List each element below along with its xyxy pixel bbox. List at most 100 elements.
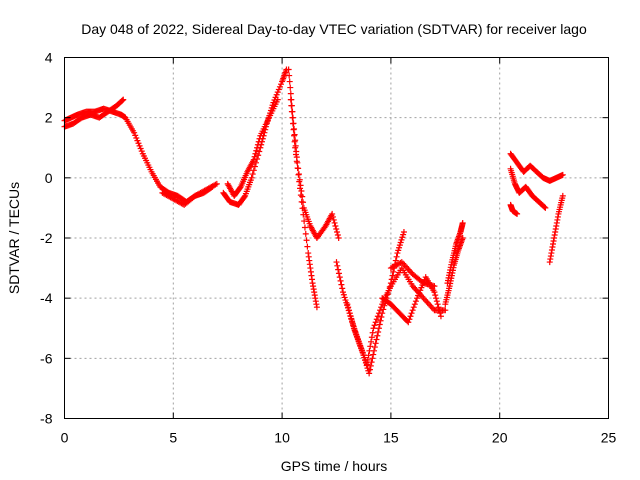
data-point — [299, 205, 306, 212]
data-point — [250, 156, 257, 163]
series-s8 — [333, 228, 407, 377]
x-tick-label: 20 — [492, 430, 508, 446]
data-point — [278, 81, 285, 88]
data-point — [274, 89, 281, 96]
y-tick-label: -8 — [40, 411, 53, 427]
data-point — [335, 270, 342, 277]
data-point — [292, 151, 299, 158]
data-point — [432, 292, 439, 299]
data-point — [132, 132, 139, 139]
data-point — [395, 247, 402, 254]
series-s5 — [224, 96, 281, 199]
data-point — [297, 192, 304, 199]
data-point — [253, 147, 260, 154]
data-point — [400, 228, 407, 235]
data-point — [251, 163, 258, 170]
data-point — [288, 102, 295, 109]
data-point — [256, 148, 263, 155]
data-point — [287, 90, 294, 97]
series-s16 — [507, 201, 521, 217]
data-point — [370, 351, 377, 358]
data-point — [292, 144, 299, 151]
data-point — [342, 297, 349, 304]
data-point — [332, 222, 339, 229]
data-point — [514, 210, 521, 217]
data-point — [435, 304, 442, 311]
data-point — [286, 78, 293, 85]
x-tick-label: 0 — [61, 430, 69, 446]
data-point — [396, 242, 403, 249]
data-point — [336, 274, 343, 281]
data-point — [437, 310, 444, 317]
x-axis-label: GPS time / hours — [281, 458, 388, 474]
data-point — [340, 291, 347, 298]
data-point — [373, 336, 380, 343]
data-point — [350, 322, 357, 329]
data-point — [348, 316, 355, 323]
data-point — [372, 340, 379, 347]
data-point — [559, 171, 566, 178]
data-point — [405, 319, 412, 326]
data-point — [367, 343, 374, 350]
data-point — [372, 319, 379, 326]
data-point — [333, 225, 340, 232]
data-point — [213, 180, 220, 187]
data-point — [302, 230, 309, 237]
data-point — [559, 192, 566, 199]
data-point — [414, 295, 421, 302]
data-point — [291, 138, 298, 145]
data-point — [408, 310, 415, 317]
data-point — [346, 310, 353, 317]
data-point — [255, 138, 262, 145]
data-point — [416, 289, 423, 296]
data-point — [390, 268, 397, 275]
data-point — [296, 178, 303, 185]
data-point — [289, 120, 296, 127]
series-s3 — [159, 180, 220, 208]
data-point — [370, 325, 377, 332]
data-point — [339, 285, 346, 292]
data-point — [335, 266, 342, 273]
series-s2 — [61, 96, 127, 130]
series-s12 — [444, 219, 466, 287]
x-tick-label: 25 — [601, 430, 617, 446]
data-point — [273, 91, 280, 98]
data-point — [411, 301, 418, 308]
data-point — [396, 244, 403, 251]
data-point — [252, 150, 259, 157]
data-point — [250, 167, 257, 174]
data-point — [434, 301, 441, 308]
chart-title: Day 048 of 2022, Sidereal Day-to-day VTE… — [81, 21, 587, 37]
data-point — [437, 313, 444, 320]
data-point — [334, 228, 341, 235]
data-point — [334, 262, 341, 269]
data-point — [366, 347, 373, 354]
data-point — [337, 277, 344, 284]
data-point — [363, 361, 370, 368]
y-tick-label: 4 — [45, 50, 53, 66]
data-point — [412, 298, 419, 305]
data-point — [378, 304, 385, 311]
data-point — [417, 287, 424, 294]
y-tick-label: 0 — [45, 170, 53, 186]
series-s11 — [387, 259, 438, 290]
data-point — [274, 96, 281, 103]
data-point — [254, 141, 261, 148]
data-point — [369, 355, 376, 362]
data-point — [131, 129, 138, 136]
data-point — [212, 181, 219, 188]
data-point — [373, 316, 380, 323]
data-point — [137, 145, 144, 152]
data-point — [236, 184, 243, 191]
y-tick-label: -6 — [40, 350, 53, 366]
data-point — [295, 171, 302, 178]
data-point — [433, 295, 440, 302]
data-point — [287, 84, 294, 91]
y-tick-label: 2 — [45, 110, 53, 126]
data-point — [313, 304, 320, 311]
data-point — [286, 72, 293, 79]
data-point — [397, 259, 404, 266]
series-s14 — [507, 150, 566, 184]
data-point — [285, 66, 292, 73]
